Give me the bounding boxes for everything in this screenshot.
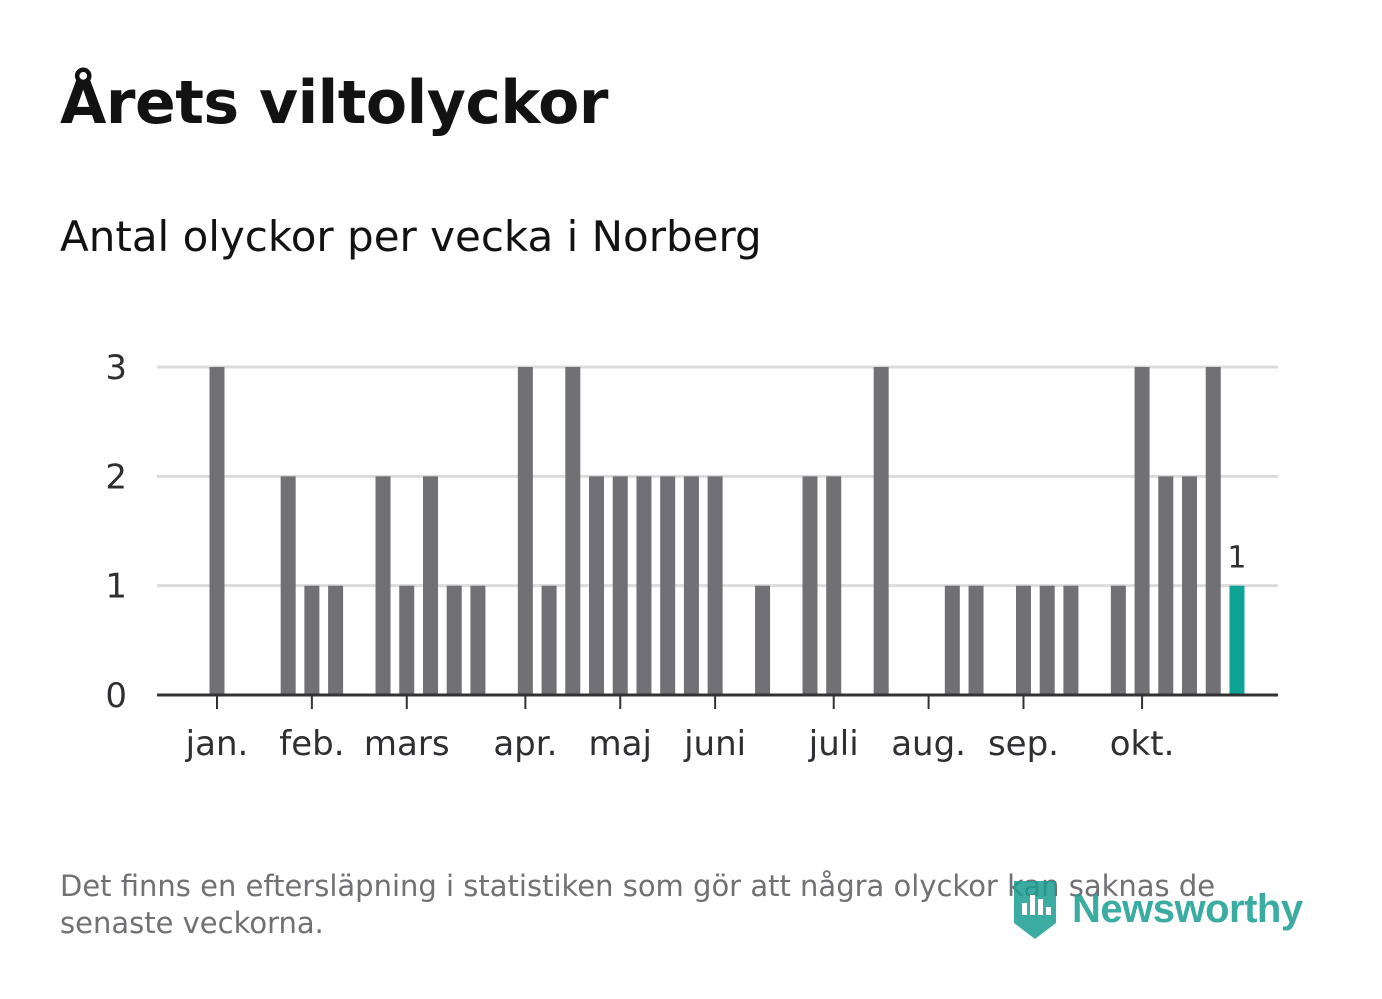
chart-subtitle: Antal olyckor per vecka i Norberg (60, 212, 762, 261)
bar-week-6 (328, 585, 344, 695)
y-tick-label-3: 3 (105, 348, 127, 388)
bar-highlight-week-44 (1229, 585, 1245, 695)
bar-week-11 (446, 585, 462, 695)
bar-week-22 (707, 476, 723, 695)
x-tick-label-juni: juni (683, 724, 746, 764)
bar-week-18 (612, 476, 628, 695)
bar-week-9 (399, 585, 415, 695)
bar-week-5 (304, 585, 320, 695)
bar-week-42 (1182, 476, 1198, 695)
bar-week-8 (375, 476, 391, 695)
x-tick-label-apr: apr. (493, 724, 557, 764)
bar-week-32 (944, 585, 960, 695)
bar-week-33 (968, 585, 984, 695)
x-tick-label-jan: jan. (185, 724, 249, 764)
bar-week-14 (517, 367, 533, 695)
bar-week-43 (1205, 367, 1221, 695)
bar-week-27 (826, 476, 842, 695)
bar-chart: 0 1 2 3 1 jan. feb. mars apr. maj juni juli aug. sep.… (105, 348, 1278, 764)
data-label-highlight: 1 (1227, 541, 1246, 576)
bar-week-12 (470, 585, 486, 695)
bar-week-20 (660, 476, 676, 695)
x-tick-label-feb: feb. (279, 724, 344, 764)
bar-week-17 (589, 476, 605, 695)
bar-week-21 (683, 476, 699, 695)
bar-week-40 (1134, 367, 1150, 695)
bar-week-4 (280, 476, 296, 695)
bar-week-1 (209, 367, 225, 695)
bar-week-35 (1015, 585, 1031, 695)
bar-week-37 (1063, 585, 1079, 695)
bar-week-39 (1110, 585, 1126, 695)
y-tick-label-1: 1 (105, 567, 127, 607)
bar-week-41 (1158, 476, 1174, 695)
y-tick-label-0: 0 (105, 676, 127, 716)
bar-week-15 (541, 585, 557, 695)
x-tick-label-okt: okt. (1110, 724, 1175, 764)
x-tick-label-aug: aug. (891, 724, 966, 764)
bar-week-10 (422, 476, 438, 695)
x-tick-label-mars: mars (364, 724, 450, 764)
bar-week-19 (636, 476, 652, 695)
newsworthy-logo-icon (1014, 881, 1056, 939)
y-tick-label-2: 2 (105, 457, 127, 497)
chart-title: Årets viltolyckor (60, 68, 609, 138)
bar-week-24 (755, 585, 771, 695)
x-tick-label-juli: juli (808, 724, 859, 764)
x-tick-label-sep: sep. (988, 724, 1059, 764)
bar-week-26 (802, 476, 818, 695)
newsworthy-logo-text: Newsworthy (1072, 886, 1303, 931)
bar-week-16 (565, 367, 581, 695)
bar-week-36 (1039, 585, 1055, 695)
bar-week-29 (873, 367, 889, 695)
x-tick-label-maj: maj (589, 724, 652, 764)
newsworthy-logo: Newsworthy (1010, 876, 1303, 942)
